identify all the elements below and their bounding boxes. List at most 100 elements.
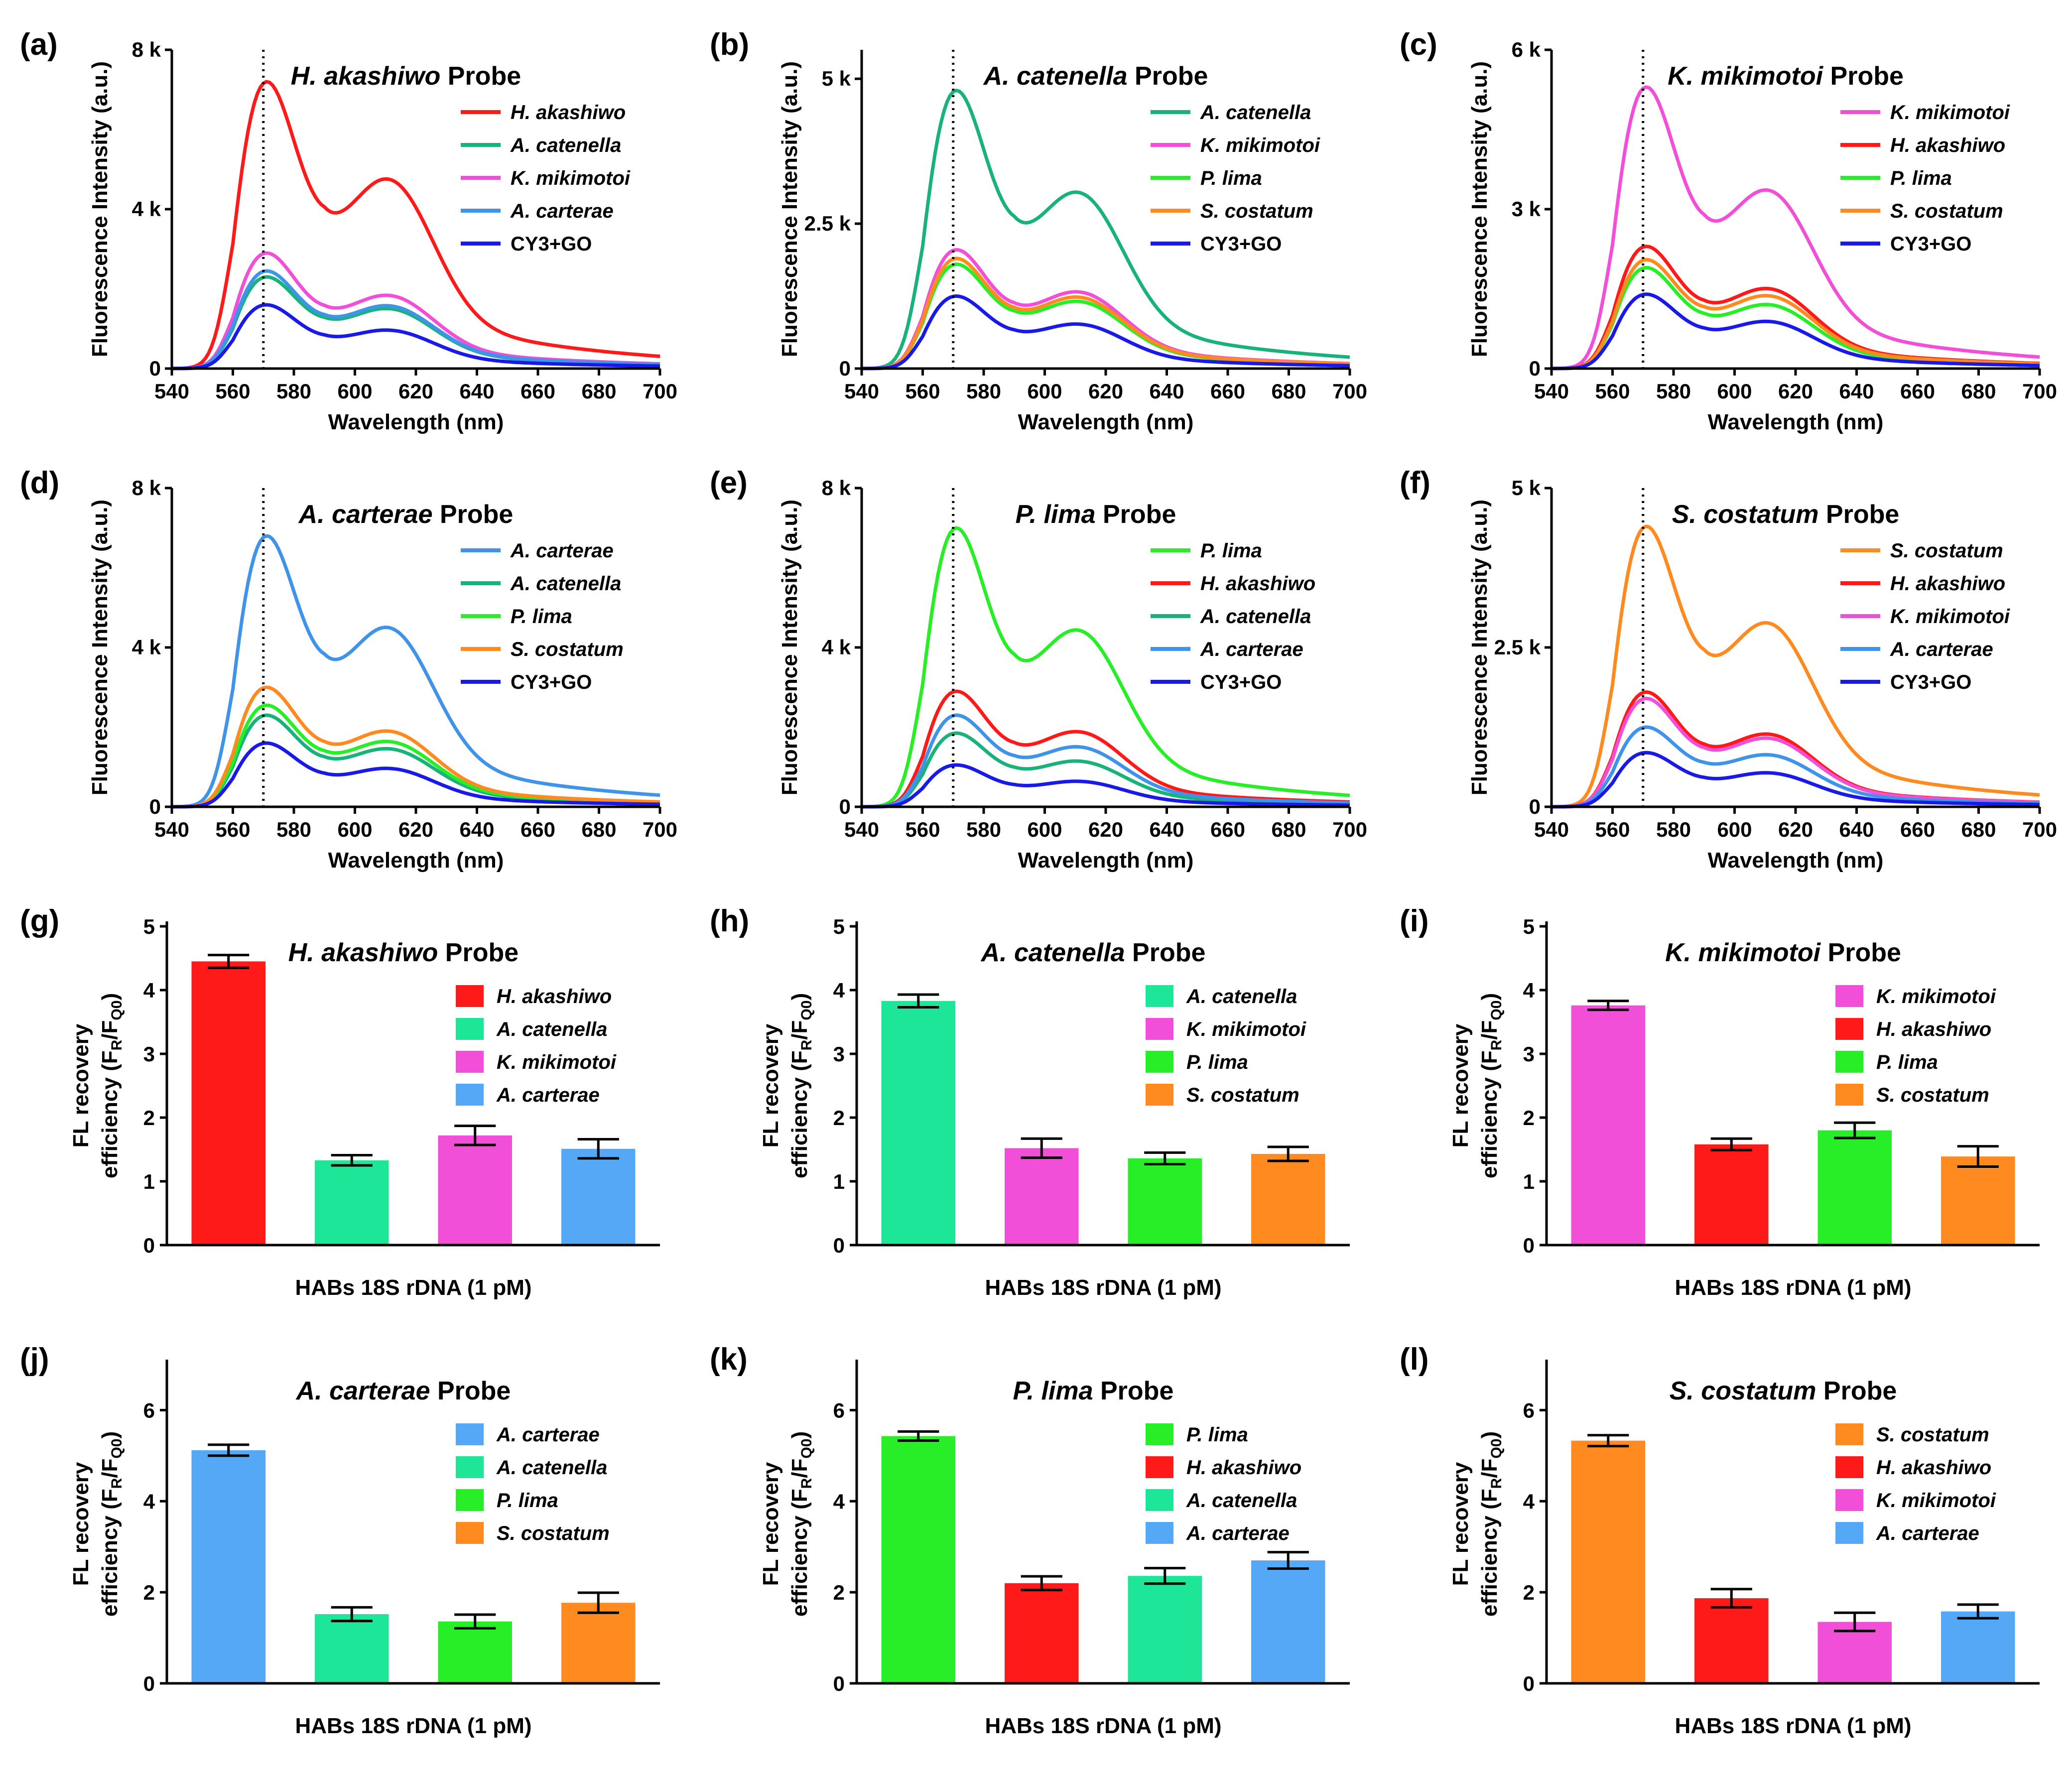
panel-j: (j) A. carterae Probe 0 2 4 6 HABs 18S rDNA (1… xyxy=(20,1342,660,1738)
legend-label: P. lima xyxy=(497,1490,558,1512)
legend-label: A. catenella xyxy=(510,134,621,156)
y-tick-label: 8 k xyxy=(822,476,851,500)
x-tick-label: 680 xyxy=(1271,379,1306,403)
series-line-0 xyxy=(1551,524,2040,809)
y-tick-label: 0 xyxy=(143,1672,155,1695)
y-tick-label: 2.5 k xyxy=(1494,635,1541,659)
bar-1 xyxy=(1694,1598,1769,1683)
panel-title-species: H. akashiwo xyxy=(288,938,438,967)
y-tick-label: 1 xyxy=(143,1170,155,1193)
y-tick-label: 2 xyxy=(833,1581,845,1604)
legend-swatch xyxy=(456,1051,484,1073)
legend-swatch xyxy=(456,1084,484,1106)
y-axis-label-part: /F xyxy=(787,1459,812,1478)
y-axis-label: Fluorescence Intensity (a.u.) xyxy=(88,500,112,795)
legend-label: H. akashiwo xyxy=(1876,1457,1991,1479)
legend-label: P. lima xyxy=(1186,1424,1248,1446)
y-tick-label: 4 xyxy=(833,1490,845,1513)
x-axis-label: Wavelength (nm) xyxy=(1018,410,1194,434)
legend-label: P. lima xyxy=(1186,1051,1248,1073)
y-axis-label-part: Q0 xyxy=(1488,1439,1505,1459)
x-tick-label: 540 xyxy=(844,818,879,841)
panel-title-suffix: Probe xyxy=(1820,938,1901,967)
legend-label: P. lima xyxy=(1890,167,1952,189)
legend-swatch xyxy=(1146,985,1173,1007)
bar-1 xyxy=(315,1160,389,1245)
x-tick-label: 580 xyxy=(966,379,1001,403)
panel-title-suffix: Probe xyxy=(1816,1377,1897,1405)
x-axis-label: HABs 18S rDNA (1 pM) xyxy=(1675,1714,1911,1738)
panel-b: (b) A. catenella Probe 540 560 580 600 620 640 6… xyxy=(710,27,1367,434)
x-axis-label: HABs 18S rDNA (1 pM) xyxy=(295,1714,531,1738)
y-tick-label: 2 xyxy=(1523,1106,1535,1130)
x-tick-label: 680 xyxy=(581,818,616,841)
y-axis-label-part: ) xyxy=(1477,1431,1502,1439)
bar-0 xyxy=(881,1436,955,1683)
legend-label: P. lima xyxy=(1200,540,1262,562)
legend-swatch xyxy=(456,1018,484,1040)
legend-label: CY3+GO xyxy=(1890,671,1971,693)
y-axis-label-line1: FL recovery xyxy=(69,1023,93,1147)
bar-0 xyxy=(1571,1005,1645,1245)
legend-swatch xyxy=(1835,1489,1863,1511)
legend-label: A. catenella xyxy=(1200,606,1311,628)
y-axis-label-part: R xyxy=(1488,1039,1505,1050)
x-tick-label: 620 xyxy=(1088,379,1123,403)
y-tick-label: 4 xyxy=(1523,979,1535,1002)
panel-label: (f) xyxy=(1400,466,1430,500)
legend-label: H. akashiwo xyxy=(1200,573,1315,595)
x-tick-label: 560 xyxy=(215,379,250,403)
y-tick-label: 1 xyxy=(1523,1170,1535,1193)
legend-label: S. costatum xyxy=(497,1522,610,1544)
bar-3 xyxy=(561,1603,636,1683)
x-tick-label: 540 xyxy=(1534,379,1569,403)
y-axis-label: FL recovery efficiency (FR/FQ0) xyxy=(1448,993,1505,1178)
y-axis-label-part: /F xyxy=(1477,1020,1502,1040)
x-tick-label: 640 xyxy=(459,818,494,841)
panel-title-suffix: Probe xyxy=(433,500,514,529)
panel-label: (b) xyxy=(710,27,749,62)
x-axis-label: HABs 18S rDNA (1 pM) xyxy=(295,1275,531,1300)
x-axis-label: HABs 18S rDNA (1 pM) xyxy=(1675,1275,1911,1300)
legend-label: A. carterae xyxy=(1890,638,1993,660)
panel-title-suffix: Probe xyxy=(1093,1377,1174,1405)
y-tick-label: 0 xyxy=(143,1234,155,1257)
x-axis-label: Wavelength (nm) xyxy=(1708,410,1884,434)
panel-title-suffix: Probe xyxy=(1823,62,1904,91)
x-tick-label: 660 xyxy=(1900,818,1935,841)
legend-swatch xyxy=(1146,1489,1173,1511)
y-axis-label-line1: FL recovery xyxy=(1448,1023,1473,1147)
y-tick-label: 4 k xyxy=(822,635,851,659)
x-tick-label: 660 xyxy=(1210,818,1245,841)
panel-title-species: S. costatum xyxy=(1672,500,1819,529)
legend-swatch xyxy=(1835,1051,1863,1073)
y-axis-label-part: efficiency (F xyxy=(1477,1489,1502,1617)
y-axis-label-part: /F xyxy=(787,1020,812,1040)
panel-title-species: H. akashiwo xyxy=(291,62,441,91)
bar-0 xyxy=(191,1450,265,1683)
x-tick-label: 700 xyxy=(643,818,677,841)
y-tick-label: 1 xyxy=(833,1170,845,1193)
y-tick-label: 0 xyxy=(1523,1672,1535,1695)
panel-e: (e) P. lima Probe 540 560 580 600 620 640 660 680… xyxy=(710,466,1367,873)
x-tick-label: 600 xyxy=(1717,379,1752,403)
legend-swatch xyxy=(456,1423,484,1445)
legend-label: CY3+GO xyxy=(511,671,592,693)
legend-label: CY3+GO xyxy=(511,233,592,255)
legend-label: K. mikimotoi xyxy=(1186,1018,1306,1040)
y-axis-label-part: Q0 xyxy=(1488,1001,1505,1020)
y-tick-label: 6 xyxy=(1523,1398,1535,1422)
y-axis-label-part: Q0 xyxy=(798,1439,815,1459)
series-line-0 xyxy=(861,89,1350,371)
panel-title-suffix: Probe xyxy=(1128,62,1208,91)
series-line-0 xyxy=(861,526,1350,809)
legend-label: CY3+GO xyxy=(1200,233,1282,255)
y-axis-label-line2: efficiency (FR/FQ0) xyxy=(98,1431,125,1617)
panel-label: (g) xyxy=(20,904,59,938)
legend-swatch xyxy=(1835,985,1863,1007)
legend-label: P. lima xyxy=(511,606,572,628)
x-tick-label: 660 xyxy=(1210,379,1245,403)
y-axis-label-part: ) xyxy=(787,1431,812,1439)
bar-3 xyxy=(1251,1153,1325,1245)
